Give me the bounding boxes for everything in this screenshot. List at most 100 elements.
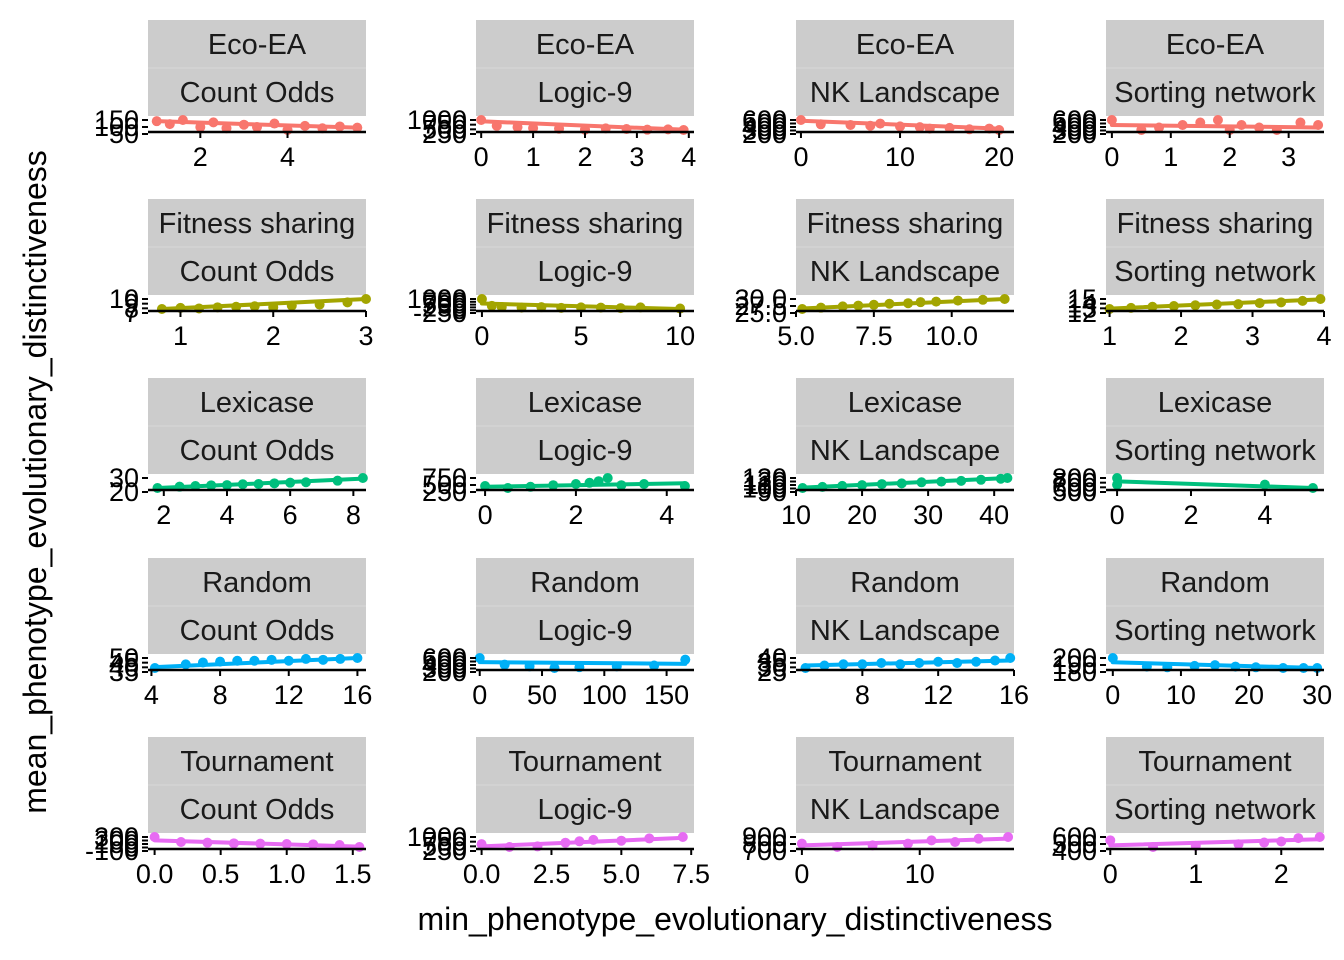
facet-panel: Lexicase NK Landscape 10 20 30 40 130120110100… xyxy=(742,378,1014,530)
y-tick-label: 200 xyxy=(1052,643,1097,673)
y-tick-label: 600 xyxy=(1052,822,1097,852)
data-point xyxy=(1112,479,1123,490)
x-tick-label: 5 xyxy=(574,321,589,351)
data-point xyxy=(560,837,571,848)
data-point xyxy=(231,301,242,312)
strip-label-problem: Count Odds xyxy=(180,615,335,647)
y-tick-label: 800 xyxy=(1052,463,1097,493)
x-tick-label: 150 xyxy=(644,680,689,710)
y-tick-label: 700 xyxy=(742,836,787,866)
data-point xyxy=(149,832,160,842)
data-point xyxy=(797,304,808,314)
strip-label-problem: Logic-9 xyxy=(537,615,632,647)
data-point xyxy=(476,839,487,850)
y-tick-label: 200 xyxy=(742,119,787,149)
x-tick-label: 0 xyxy=(1103,859,1118,889)
data-point xyxy=(1236,120,1247,130)
x-tick-label: 0 xyxy=(474,142,489,172)
data-point xyxy=(156,304,167,314)
data-point xyxy=(1313,120,1324,130)
data-point xyxy=(584,477,595,488)
y-tick-label: 500 xyxy=(422,290,467,320)
data-point xyxy=(1254,298,1265,309)
y-tick-label: 7 xyxy=(124,298,139,328)
data-point xyxy=(1190,300,1201,311)
y-tick-label: 300 xyxy=(1052,116,1097,146)
strip-label-method: Eco-EA xyxy=(856,29,955,61)
strip-label-problem: Count Odds xyxy=(180,794,335,826)
y-axis-title: mean_phenotype_evolutionary_distinctiven… xyxy=(17,150,53,814)
data-point xyxy=(884,298,895,309)
strip-label-problem: Count Odds xyxy=(180,77,335,109)
x-tick-label: 16 xyxy=(342,680,372,710)
y-tick-label: 13 xyxy=(1067,293,1097,323)
data-point xyxy=(285,477,296,488)
x-tick-label: 8 xyxy=(213,680,228,710)
y-tick-label: 600 xyxy=(742,105,787,135)
strip-label-method: Tournament xyxy=(1138,746,1291,778)
y-tick-label: 500 xyxy=(422,831,467,861)
data-point xyxy=(895,121,906,132)
x-tick-label: 5.0 xyxy=(603,859,641,889)
strip-label-method: Eco-EA xyxy=(1166,29,1265,61)
data-point xyxy=(933,656,944,667)
data-point xyxy=(1105,835,1116,846)
data-point xyxy=(269,118,280,129)
strip-label-method: Fitness sharing xyxy=(807,208,1004,240)
data-point xyxy=(876,658,887,668)
y-tick-label: 750 xyxy=(422,463,467,493)
data-point xyxy=(975,474,986,485)
x-tick-label: 7.5 xyxy=(855,321,893,351)
facet-panel: Tournament Count Odds 0.0 0.5 1.0 1.5 30020010… xyxy=(85,737,372,889)
strip-label-problem: Count Odds xyxy=(180,256,335,288)
y-tick-label: 250 xyxy=(422,477,467,507)
data-point xyxy=(314,299,325,310)
strip-label-method: Tournament xyxy=(180,746,333,778)
y-tick-label: 700 xyxy=(1052,468,1097,498)
strip-label-problem: Count Odds xyxy=(180,435,335,467)
y-tick-label: 750 xyxy=(422,287,467,317)
data-point xyxy=(202,837,213,848)
data-point xyxy=(926,835,937,846)
data-point xyxy=(352,122,363,133)
x-tick-label: 40 xyxy=(979,500,1009,530)
data-point xyxy=(1195,117,1206,128)
data-point xyxy=(931,296,942,307)
y-tick-label: 750 xyxy=(422,110,467,140)
y-tick-label: 400 xyxy=(742,112,787,142)
strip-label-method: Tournament xyxy=(508,746,661,778)
facet-panel: Fitness sharing Logic-9 0 5 10 10007505002500… xyxy=(407,199,695,351)
data-point xyxy=(335,653,346,664)
y-tick-label: 130 xyxy=(742,463,787,493)
data-point xyxy=(486,300,497,311)
strip-label-method: Fitness sharing xyxy=(159,208,356,240)
trend-line xyxy=(1108,837,1322,848)
y-tick-label: 200 xyxy=(1052,119,1097,149)
data-point xyxy=(837,301,848,312)
data-point xyxy=(677,832,688,842)
strip-label-problem: Sorting network xyxy=(1114,794,1316,826)
data-point xyxy=(253,479,264,489)
strip-label-method: Eco-EA xyxy=(536,29,635,61)
data-point xyxy=(1106,115,1117,125)
y-tick-label: 30.0 xyxy=(734,284,787,314)
y-tick-label: 100 xyxy=(94,112,139,142)
strip-label-method: Fitness sharing xyxy=(1117,208,1314,240)
data-point xyxy=(502,483,513,493)
data-point xyxy=(902,838,913,849)
data-point xyxy=(1259,479,1270,490)
x-tick-label: 20 xyxy=(847,500,877,530)
x-tick-label: 8 xyxy=(855,680,870,710)
data-point xyxy=(215,656,226,667)
y-tick-label: 120 xyxy=(742,467,787,497)
y-tick-label: 1000 xyxy=(407,822,467,852)
x-tick-label: 0 xyxy=(794,859,809,889)
data-point xyxy=(1297,295,1308,306)
data-point xyxy=(283,655,294,666)
data-point xyxy=(944,122,955,133)
